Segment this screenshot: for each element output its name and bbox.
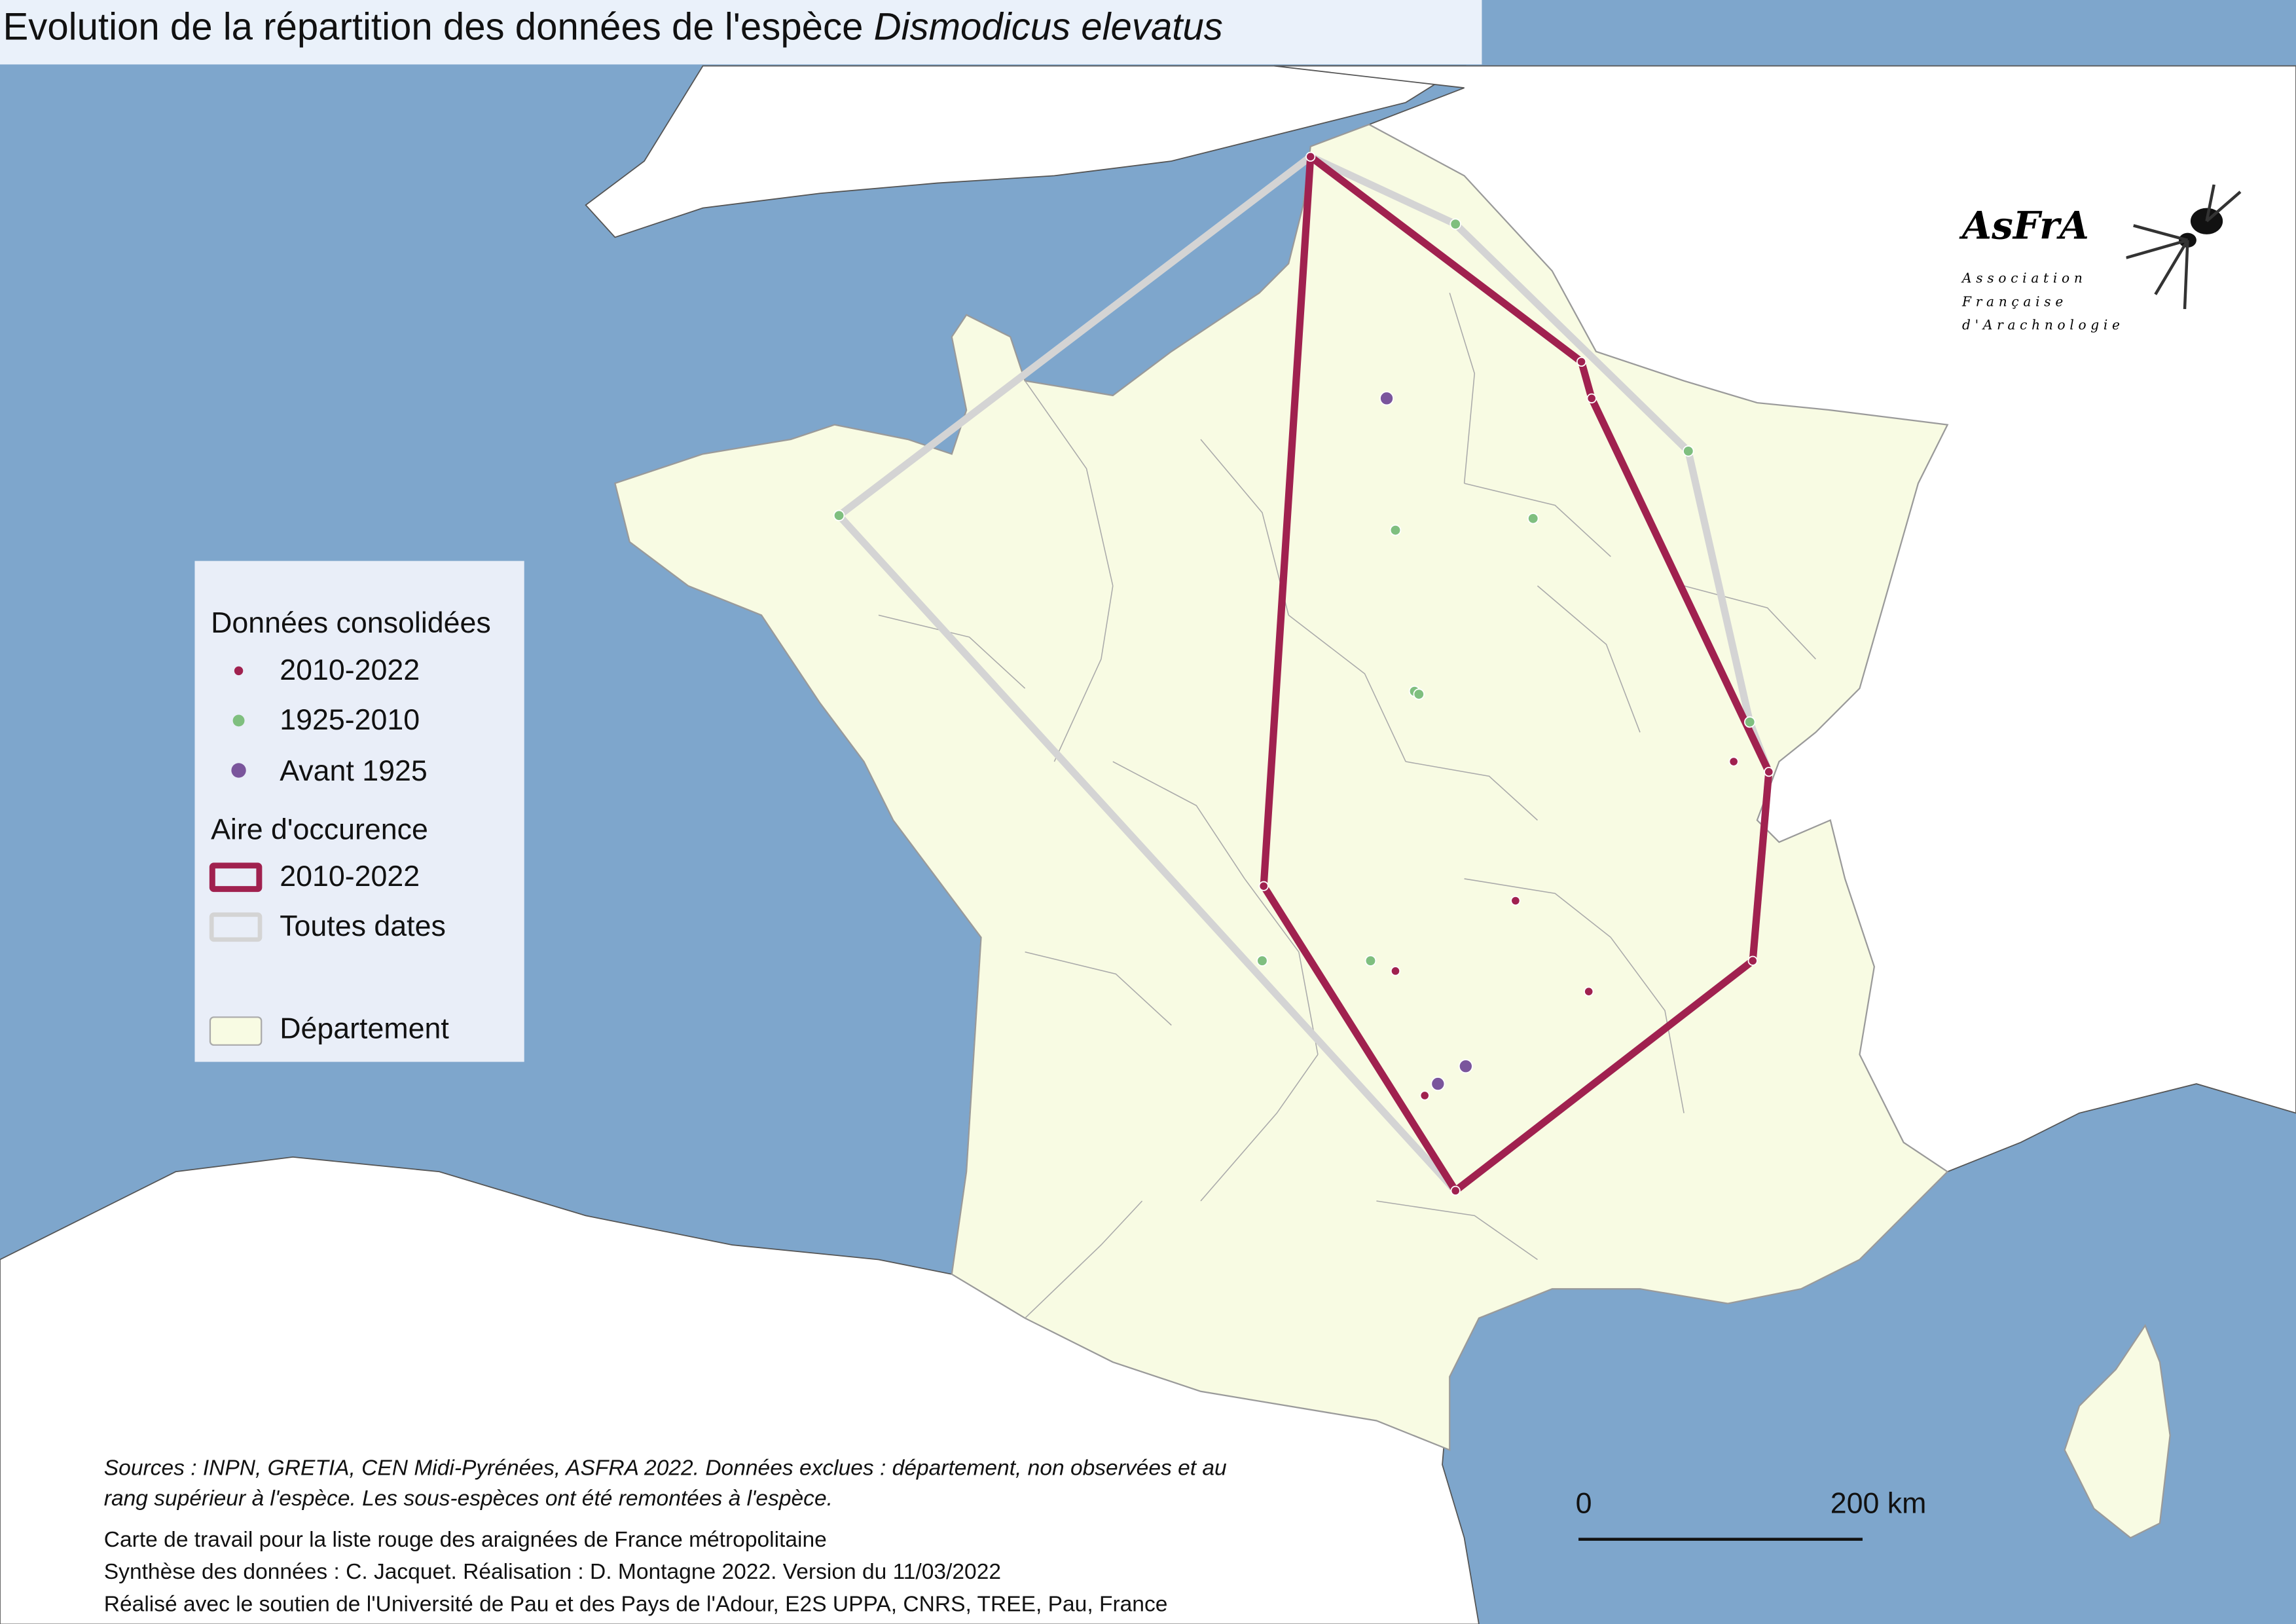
- hull-all-swatch: [209, 912, 263, 942]
- point-1925-2010: [1449, 218, 1461, 230]
- point-1925-2010: [1744, 716, 1756, 728]
- point-1925-2010: [1389, 524, 1402, 536]
- credit-line: Carte de travail pour la liste rouge des…: [103, 1527, 827, 1553]
- legend-heading: Aire d'occurence: [211, 814, 428, 847]
- point-2010-2022: [1584, 986, 1594, 997]
- point-1925-2010: [1413, 688, 1425, 700]
- point-2010-2022: [1510, 895, 1521, 906]
- france-departements: [614, 123, 1949, 1451]
- point-2010-2022: [1576, 356, 1587, 367]
- scale-start-label: 0: [1575, 1488, 1592, 1521]
- hull-recent-swatch: [209, 862, 263, 893]
- point-avant-1925: [1379, 391, 1394, 406]
- point-1925-2010: [1364, 955, 1377, 967]
- point-1925-2010: [1256, 955, 1268, 967]
- logo-line: Française: [1962, 295, 2068, 311]
- point-2010-2022: [1450, 1185, 1461, 1196]
- point-2010-2022: [1258, 881, 1269, 891]
- legend: Données consolidées 2010-2022 1925-2010 …: [194, 561, 524, 1062]
- legend-item: 2010-2022: [280, 861, 420, 894]
- point-2010-2022: [1390, 966, 1401, 976]
- hull-2010-2022: [1260, 153, 1773, 1194]
- map-title: Evolution de la répartition des données …: [0, 0, 1482, 65]
- dot-1925-2010-icon: [232, 714, 245, 727]
- point-1925-2010: [1683, 445, 1694, 457]
- point-1925-2010: [1527, 513, 1539, 525]
- dot-avant-1925-icon: [231, 763, 246, 778]
- point-1925-2010: [833, 509, 845, 522]
- legend-item: Avant 1925: [280, 756, 428, 788]
- legend-item: 2010-2022: [280, 654, 420, 687]
- spider-icon: [2126, 184, 2242, 310]
- logo-line: d'Arachnologie: [1962, 319, 2124, 334]
- logo-name: AsFrA: [1962, 205, 2089, 249]
- scale-end-label: 200 km: [1830, 1488, 1927, 1521]
- point-2010-2022: [1586, 393, 1597, 403]
- departement-swatch: [209, 1016, 263, 1046]
- uk-land: [585, 65, 1467, 238]
- point-avant-1925: [1458, 1059, 1473, 1074]
- credit-line: Réalisé avec le soutien de l'Université …: [103, 1592, 1168, 1617]
- legend-heading: Données consolidées: [211, 608, 491, 640]
- point-2010-2022: [1419, 1090, 1430, 1101]
- credits: Carte de travail pour la liste rouge des…: [104, 1524, 1305, 1621]
- legend-item: Toutes dates: [280, 911, 446, 944]
- logo-line: Association: [1962, 272, 2087, 287]
- point-2010-2022: [1764, 767, 1774, 777]
- legend-item: Département: [280, 1013, 449, 1046]
- asfra-logo: AsFrA Association Française d'Arachnolog…: [1962, 184, 2255, 344]
- credit-line: Synthèse des données : C. Jacquet. Réali…: [103, 1559, 1002, 1585]
- departement-borders: [878, 293, 1816, 1319]
- sources-text: Sources : INPN, GRETIA, CEN Midi-Pyrénée…: [103, 1456, 1227, 1512]
- legend-item: 1925-2010: [280, 704, 420, 737]
- corsica: [2064, 1323, 2171, 1539]
- point-2010-2022: [1747, 955, 1758, 966]
- point-avant-1925: [1430, 1077, 1446, 1092]
- dot-2010-2022-icon: [234, 666, 244, 676]
- point-2010-2022: [1305, 151, 1316, 162]
- point-2010-2022: [1728, 756, 1739, 767]
- species-name: Dismodicus elevatus: [873, 4, 1223, 48]
